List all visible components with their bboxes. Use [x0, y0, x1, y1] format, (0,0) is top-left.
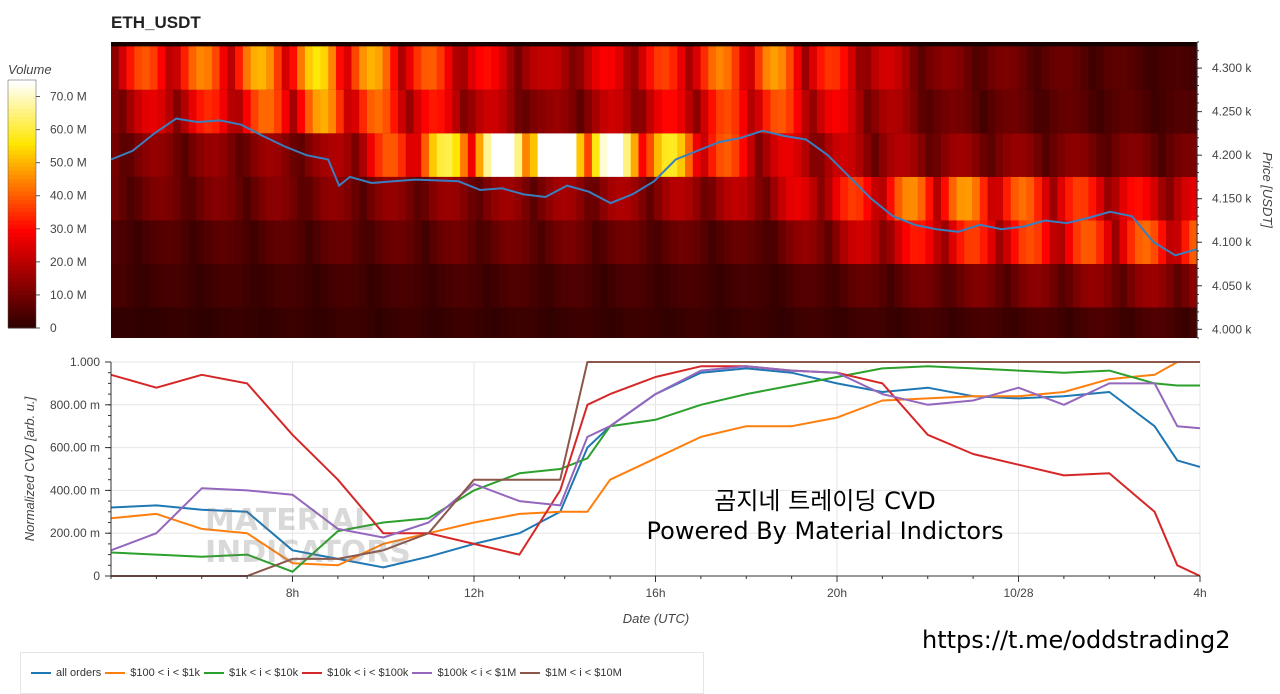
annotation-line-2: Powered By Material Indictors — [600, 516, 1050, 546]
legend-label: $10k < i < $100k — [327, 667, 408, 679]
annotation-line-1: 곰지네 트레이딩 CVD — [600, 486, 1050, 516]
legend-swatch — [412, 672, 432, 674]
cvd-x-tick-label: 12h — [464, 586, 484, 600]
cvd-y-tick-label: 400.00 m — [50, 483, 100, 497]
cvd-x-tick-label: 20h — [827, 586, 847, 600]
cvd-y-tick-label: 1.000 — [70, 355, 100, 369]
material-indicators-watermark: MATERIAL INDICATORS — [205, 505, 411, 569]
chart-annotation: 곰지네 트레이딩 CVD Powered By Material Indicto… — [600, 486, 1050, 546]
legend-swatch — [31, 672, 51, 674]
cvd-x-tick-label: 8h — [286, 586, 299, 600]
legend-swatch — [105, 672, 125, 674]
legend-item[interactable]: $100 < i < $1k — [105, 667, 200, 679]
legend-label: $1M < i < $10M — [545, 667, 621, 679]
cvd-x-tick-label: 4h — [1193, 586, 1206, 600]
legend-label: $1k < i < $10k — [229, 667, 298, 679]
legend-swatch — [520, 672, 540, 674]
cvd-x-tick-label: 16h — [645, 586, 665, 600]
legend-item[interactable]: $100k < i < $1M — [412, 667, 516, 679]
cvd-y-tick-label: 200.00 m — [50, 526, 100, 540]
legend-item[interactable]: all orders — [31, 667, 101, 679]
cvd-y-tick-label: 0 — [93, 569, 100, 583]
telegram-link[interactable]: https://t.me/oddstrading2 — [922, 626, 1231, 654]
cvd-x-tick-label: 10/28 — [1003, 586, 1033, 600]
cvd-y-tick-label: 600.00 m — [50, 441, 100, 455]
legend-item[interactable]: $1M < i < $10M — [520, 667, 621, 679]
legend-item[interactable]: $1k < i < $10k — [204, 667, 298, 679]
legend-item[interactable]: $10k < i < $100k — [302, 667, 408, 679]
legend-label: $100 < i < $1k — [130, 667, 200, 679]
legend-label: $100k < i < $1M — [437, 667, 516, 679]
legend-swatch — [204, 672, 224, 674]
legend-swatch — [302, 672, 322, 674]
cvd-y-axis-label: Normalized CVD [arb. u.] — [22, 396, 37, 541]
cvd-legend: all orders $100 < i < $1k $1k < i < $10k $1… — [20, 652, 704, 694]
legend-label: all orders — [56, 667, 101, 679]
cvd-y-tick-label: 800.00 m — [50, 398, 100, 412]
cvd-x-axis-label: Date (UTC) — [623, 611, 689, 626]
